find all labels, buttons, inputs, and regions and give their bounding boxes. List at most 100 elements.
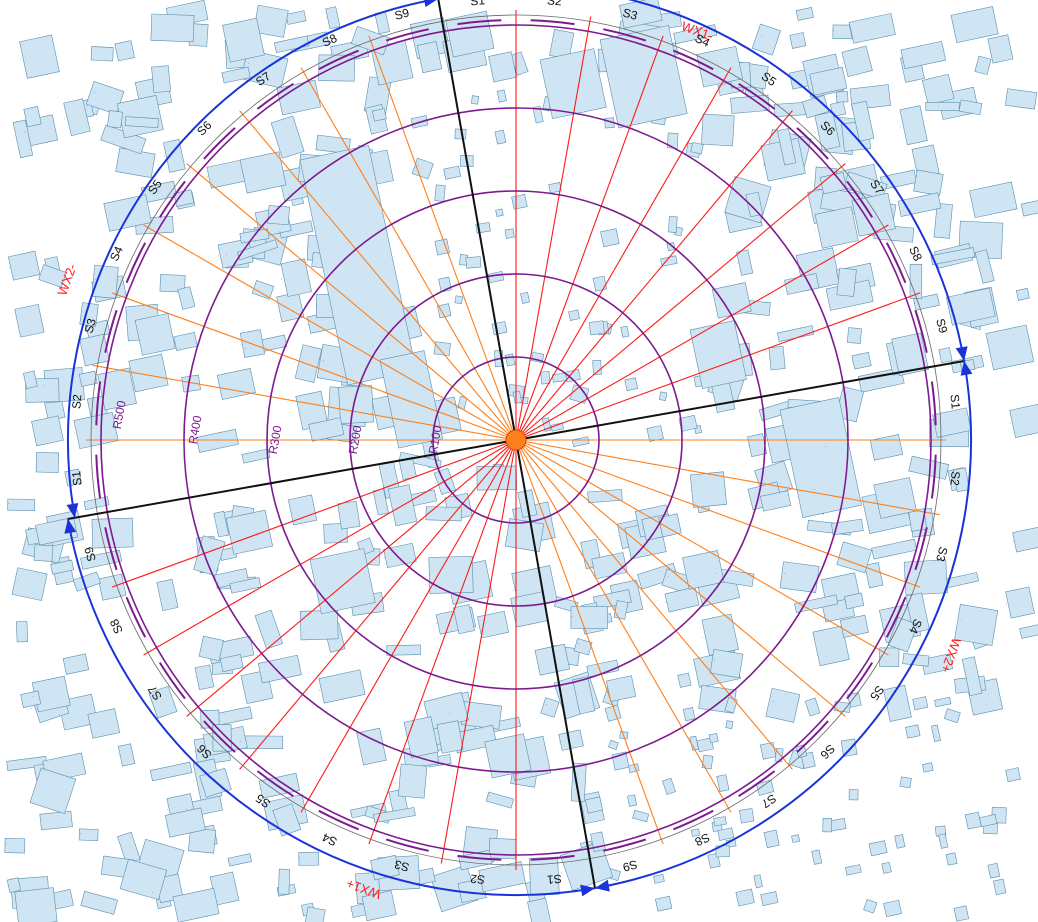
- building-footprint: [585, 796, 603, 814]
- building-footprint: [487, 270, 505, 284]
- building-footprint: [63, 98, 91, 137]
- building-number: ·: [242, 240, 248, 243]
- building-footprint: [841, 45, 873, 78]
- building-footprint: [478, 861, 526, 893]
- building-footprint: [666, 242, 676, 252]
- building-number: ·: [397, 467, 403, 470]
- building-number: ·: [936, 105, 942, 108]
- building-number: ·: [688, 489, 694, 492]
- sector-ray: [515, 439, 664, 845]
- building-number: ·: [850, 360, 856, 363]
- wind-axis-line: [67, 439, 517, 520]
- building-footprint: [379, 350, 444, 449]
- building-footprint: [592, 275, 608, 292]
- building-footprint: [315, 134, 351, 155]
- building-footprint: [303, 906, 326, 922]
- building-footprint: [229, 577, 262, 594]
- building-footprint: [273, 35, 310, 54]
- building-number: ·: [205, 175, 211, 178]
- building-footprint: [851, 100, 875, 142]
- sector-label-top-9: S9: [933, 317, 950, 335]
- building-footprint: [760, 891, 779, 907]
- building-number: ·: [408, 39, 414, 42]
- sector-ray: [186, 163, 517, 441]
- sector-ray: [515, 439, 921, 588]
- building-number: ·: [920, 90, 926, 93]
- building-number: ·: [735, 261, 741, 264]
- building-footprint: [298, 851, 320, 866]
- building-footprint: [149, 761, 193, 782]
- building-number: ·: [16, 579, 22, 582]
- building-number: ·: [42, 384, 48, 387]
- sector-ray: [440, 439, 517, 864]
- building-number: ·: [228, 586, 234, 589]
- building-footprint: [765, 687, 801, 723]
- building-footprint: [173, 332, 198, 351]
- building-footprint: [560, 841, 614, 891]
- building-footprint: [736, 249, 754, 276]
- building-footprint: [678, 414, 698, 432]
- building-number: ·: [201, 551, 207, 554]
- building-number: ·: [868, 448, 874, 451]
- building-footprint: [677, 672, 692, 688]
- building-footprint: [453, 604, 475, 635]
- sector-band-arcs: [90, 14, 942, 866]
- building-footprint: [784, 273, 820, 295]
- building-footprint: [690, 141, 704, 155]
- sector-ray: [368, 439, 517, 845]
- building-number: ·: [56, 713, 62, 716]
- building-footprint: [254, 609, 284, 650]
- sector-ray: [515, 163, 846, 441]
- building-number: ·: [370, 344, 376, 347]
- building-footprint: [658, 513, 682, 538]
- building-number: ·: [30, 695, 36, 698]
- building-footprint: [8, 250, 41, 281]
- building-footprint: [606, 675, 637, 702]
- building-footprint: [12, 119, 34, 159]
- building-footprint: [831, 518, 864, 536]
- building-number: ·: [822, 445, 828, 448]
- building-footprint: [227, 853, 252, 867]
- building-footprint: [814, 206, 859, 249]
- building-footprint: [932, 407, 972, 438]
- sector-ray: [515, 67, 732, 441]
- building-number: ·: [32, 771, 38, 774]
- building-number: ·: [275, 99, 281, 102]
- building-number: ·: [317, 65, 323, 68]
- sector-labels: S1 S2S3S4S5S6S7S8S9S1S2S3S4S5S6S7S8S9S1S2…: [69, 0, 963, 887]
- building-footprint: [436, 720, 464, 754]
- building-footprint: [445, 10, 495, 58]
- building-footprint: [938, 833, 949, 849]
- building-number: ·: [386, 505, 392, 508]
- building-footprint: [690, 828, 701, 837]
- building-footprint: [308, 417, 345, 442]
- building-footprint: [779, 397, 862, 518]
- building-footprint: [568, 309, 581, 321]
- building-footprint: [219, 654, 244, 673]
- sector-ray: [143, 224, 517, 441]
- building-number: ·: [163, 824, 169, 827]
- building-number: ·: [9, 891, 15, 894]
- building-footprint: [922, 762, 934, 773]
- building-number: ·: [510, 525, 516, 528]
- building-footprint: [1005, 88, 1038, 110]
- building-number: ·: [93, 278, 99, 281]
- building-footprint: [213, 510, 230, 538]
- building-number: ·: [216, 254, 222, 257]
- building-number: ·: [5, 884, 11, 887]
- building-footprint: [662, 777, 676, 795]
- building-footprint: [871, 538, 918, 560]
- building-number: ·: [252, 240, 258, 243]
- building-footprint: [894, 834, 906, 849]
- building-footprint: [836, 267, 857, 297]
- building-footprint: [437, 303, 452, 319]
- sector-band-segment: [203, 127, 236, 160]
- building-number: ·: [220, 75, 226, 78]
- building-number: ·: [733, 192, 739, 195]
- distance-ring-3: [266, 190, 766, 690]
- building-footprint: [1005, 586, 1035, 619]
- building-footprint: [19, 34, 60, 79]
- sector-label-left-6: S6: [194, 118, 215, 139]
- building-number: ·: [238, 343, 244, 346]
- building-footprint: [913, 169, 944, 196]
